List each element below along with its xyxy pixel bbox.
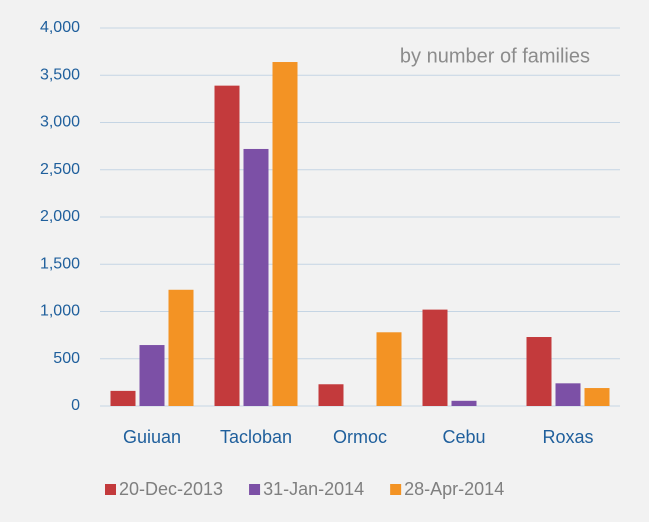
bar [168,289,194,406]
y-tick-label: 4,000 [40,19,80,36]
bar [451,400,477,406]
bar [110,390,136,406]
x-tick-label: Roxas [542,427,593,447]
y-tick-label: 500 [53,350,80,367]
bar [214,85,240,407]
y-tick-label: 3,000 [40,114,80,131]
bar [584,388,610,406]
bar [376,332,402,406]
bar [555,383,581,406]
legend-swatch [390,484,402,495]
annotation: by number of families [400,45,590,67]
legend-label: 28-Apr-2014 [404,479,504,499]
x-tick-label: Ormoc [333,427,387,447]
y-tick-label: 1,000 [40,303,80,320]
legend-swatch [249,484,261,495]
bar [526,337,552,406]
y-tick-label: 0 [71,397,80,414]
bar [272,62,298,407]
x-tick-label: Cebu [442,427,485,447]
y-tick-label: 2,500 [40,161,80,178]
legend-label: 31-Jan-2014 [263,479,364,499]
bar [139,345,165,406]
bar [318,384,344,406]
x-tick-label: Tacloban [220,427,292,447]
legend-swatch [105,484,116,495]
bar [243,148,269,406]
y-tick-label: 3,500 [40,66,80,83]
legend-label: 20-Dec-2013 [119,479,223,499]
y-tick-label: 2,000 [40,208,80,225]
bar [422,309,448,406]
x-tick-label: Guiuan [123,427,181,447]
y-tick-label: 1,500 [40,255,80,272]
